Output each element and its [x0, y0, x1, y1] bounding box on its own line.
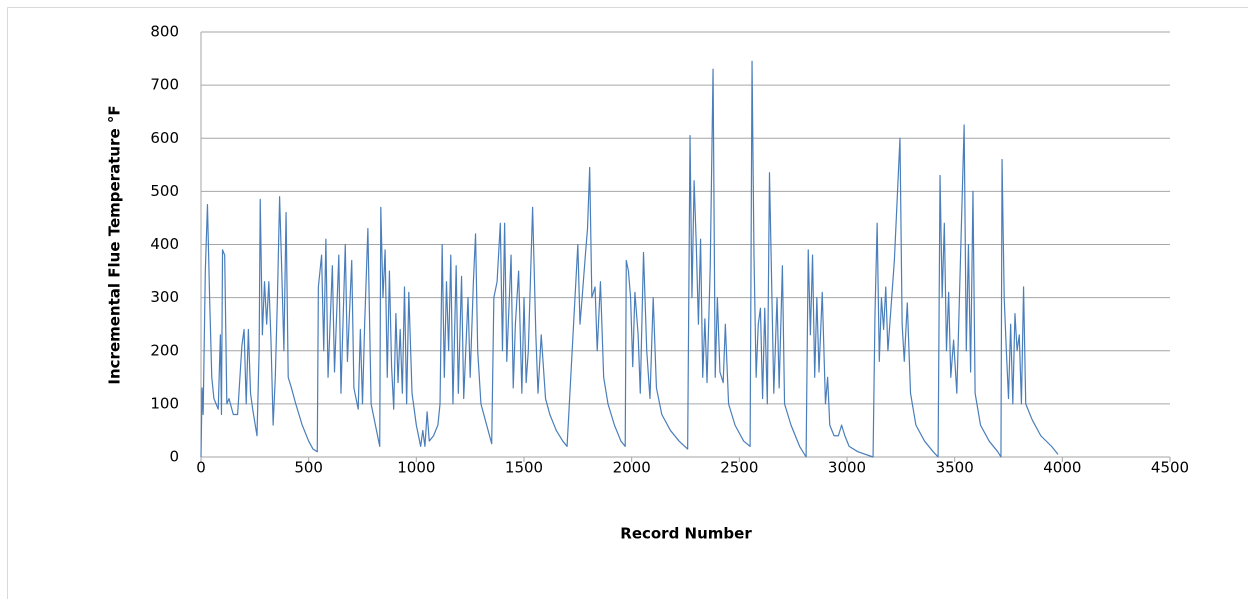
x-tick-label: 1500 — [505, 459, 543, 477]
x-tick-label: 2000 — [613, 459, 651, 477]
x-tick-label: 0 — [196, 459, 206, 477]
y-tick-label: 300 — [150, 288, 179, 306]
y-tick-label: 500 — [150, 182, 179, 200]
y-tick-label: 200 — [150, 341, 179, 359]
x-tick-label: 4000 — [1043, 459, 1081, 477]
x-tick-label: 4500 — [1151, 459, 1189, 477]
y-tick-label: 400 — [150, 235, 179, 253]
data-line — [200, 60, 1059, 458]
x-axis-title: Record Number — [620, 525, 752, 543]
y-tick-label: 700 — [150, 76, 179, 94]
y-tick-label: 100 — [150, 394, 179, 412]
y-axis-title: Incremental Flue Temperature °F — [106, 105, 124, 384]
x-tick-label: 1000 — [397, 459, 435, 477]
x-tick-label: 3000 — [828, 459, 866, 477]
y-tick-label: 800 — [150, 23, 179, 41]
x-tick-label: 500 — [294, 459, 323, 477]
x-tick-label: 3500 — [936, 459, 974, 477]
x-tick-label: 2500 — [720, 459, 758, 477]
y-tick-label: 600 — [150, 129, 179, 147]
y-tick-label: 0 — [169, 448, 179, 466]
